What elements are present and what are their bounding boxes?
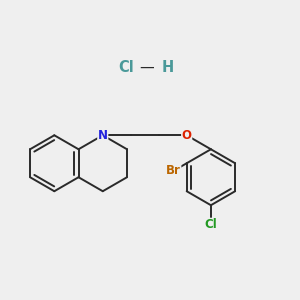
- Text: N: N: [98, 129, 108, 142]
- Text: Cl: Cl: [205, 218, 217, 231]
- Text: Br: Br: [166, 164, 181, 177]
- Text: H: H: [161, 60, 174, 75]
- Text: O: O: [182, 129, 192, 142]
- Text: Cl: Cl: [118, 60, 134, 75]
- Text: —: —: [140, 60, 154, 75]
